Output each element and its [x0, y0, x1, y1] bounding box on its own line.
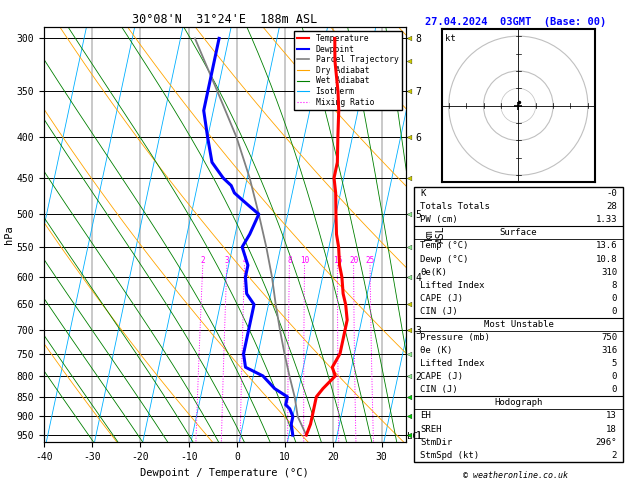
Text: 8: 8 — [287, 256, 292, 265]
Text: θe(K): θe(K) — [420, 268, 447, 277]
Text: CIN (J): CIN (J) — [420, 385, 458, 394]
Text: 2: 2 — [201, 256, 205, 265]
Text: Temp (°C): Temp (°C) — [420, 242, 469, 250]
Text: CAPE (J): CAPE (J) — [420, 372, 463, 381]
Text: Surface: Surface — [500, 228, 537, 237]
Text: 13.6: 13.6 — [596, 242, 617, 250]
Y-axis label: km
ASL: km ASL — [424, 226, 446, 243]
Text: 20: 20 — [349, 256, 359, 265]
Text: θe (K): θe (K) — [420, 346, 452, 355]
Text: 8: 8 — [611, 281, 617, 290]
Text: 1.33: 1.33 — [596, 215, 617, 225]
Text: © weatheronline.co.uk: © weatheronline.co.uk — [464, 471, 568, 480]
Text: 0: 0 — [611, 307, 617, 316]
Text: 10.8: 10.8 — [596, 255, 617, 263]
Text: 750: 750 — [601, 333, 617, 342]
Legend: Temperature, Dewpoint, Parcel Trajectory, Dry Adiabat, Wet Adiabat, Isotherm, Mi: Temperature, Dewpoint, Parcel Trajectory… — [294, 31, 402, 110]
Text: 4: 4 — [242, 256, 247, 265]
Text: 5: 5 — [611, 359, 617, 368]
Text: 25: 25 — [365, 256, 375, 265]
Title: 30°08'N  31°24'E  188m ASL: 30°08'N 31°24'E 188m ASL — [132, 13, 318, 26]
Text: 0: 0 — [611, 294, 617, 303]
Text: Pressure (mb): Pressure (mb) — [420, 333, 490, 342]
Text: kt: kt — [445, 34, 455, 43]
Text: 2: 2 — [611, 451, 617, 460]
Text: 3: 3 — [225, 256, 229, 265]
Text: 0: 0 — [611, 372, 617, 381]
Text: SREH: SREH — [420, 424, 442, 434]
Text: 27.04.2024  03GMT  (Base: 00): 27.04.2024 03GMT (Base: 00) — [425, 17, 606, 27]
Text: -0: -0 — [606, 189, 617, 198]
Text: 16: 16 — [333, 256, 342, 265]
Text: CAPE (J): CAPE (J) — [420, 294, 463, 303]
Text: 10: 10 — [300, 256, 309, 265]
Text: Most Unstable: Most Unstable — [484, 320, 554, 329]
Text: 13: 13 — [606, 412, 617, 420]
Text: Lifted Index: Lifted Index — [420, 281, 485, 290]
Text: Dewp (°C): Dewp (°C) — [420, 255, 469, 263]
Text: StmSpd (kt): StmSpd (kt) — [420, 451, 479, 460]
Text: 18: 18 — [606, 424, 617, 434]
Text: EH: EH — [420, 412, 431, 420]
Text: 28: 28 — [606, 202, 617, 211]
Text: Totals Totals: Totals Totals — [420, 202, 490, 211]
Y-axis label: hPa: hPa — [4, 225, 14, 244]
Text: LCL: LCL — [407, 433, 423, 441]
Text: K: K — [420, 189, 426, 198]
Text: CIN (J): CIN (J) — [420, 307, 458, 316]
X-axis label: Dewpoint / Temperature (°C): Dewpoint / Temperature (°C) — [140, 468, 309, 478]
Text: 310: 310 — [601, 268, 617, 277]
Text: Lifted Index: Lifted Index — [420, 359, 485, 368]
Text: 316: 316 — [601, 346, 617, 355]
Text: StmDir: StmDir — [420, 437, 452, 447]
Text: 296°: 296° — [596, 437, 617, 447]
Text: PW (cm): PW (cm) — [420, 215, 458, 225]
Text: 0: 0 — [611, 385, 617, 394]
Text: Hodograph: Hodograph — [494, 399, 543, 407]
